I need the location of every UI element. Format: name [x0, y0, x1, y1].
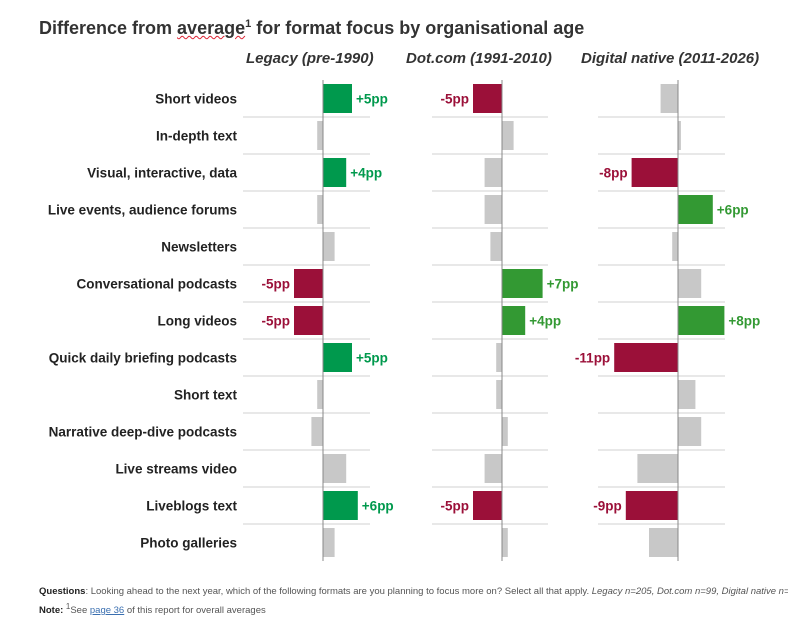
category-label: In-depth text [156, 129, 237, 144]
bar-legacy [317, 121, 323, 150]
footer: Questions: Looking ahead to the next yea… [39, 584, 788, 618]
data-label: +7pp [547, 277, 579, 292]
category-label: Newsletters [161, 240, 237, 255]
data-label: -5pp [262, 314, 291, 329]
data-label: -5pp [441, 92, 470, 107]
bar-legacy [323, 343, 352, 372]
bar-digital-native [678, 121, 681, 150]
bar-dotcom [502, 121, 514, 150]
bar-dotcom [496, 380, 502, 409]
chart-title: Difference from average1 for format focu… [39, 18, 585, 38]
bar-digital-native [678, 195, 713, 224]
bar-legacy [323, 491, 358, 520]
data-label: -8pp [599, 166, 628, 181]
bar-dotcom [502, 528, 508, 557]
bar-digital-native [660, 84, 678, 113]
category-label: Photo galleries [140, 536, 237, 551]
bar-legacy [323, 232, 335, 261]
bar-legacy [323, 454, 347, 483]
bar-dotcom [484, 195, 502, 224]
bar-dotcom [502, 417, 508, 446]
category-label: Narrative deep-dive podcasts [49, 425, 237, 440]
bar-dotcom [502, 306, 526, 335]
data-label: +4pp [529, 314, 561, 329]
bar-digital-native [672, 232, 678, 261]
category-label: Short videos [155, 92, 237, 107]
bar-legacy [323, 84, 352, 113]
bar-dotcom [473, 491, 502, 520]
category-label: Live streams video [115, 462, 237, 477]
bar-dotcom [496, 343, 502, 372]
panel-title-dotcom: Dot.com (1991-2010) [406, 50, 552, 67]
bar-dotcom [484, 454, 502, 483]
category-label: Conversational podcasts [76, 277, 237, 292]
bar-legacy [294, 306, 323, 335]
bar-digital-native [637, 454, 678, 483]
bar-legacy [317, 380, 323, 409]
bar-legacy [323, 158, 347, 187]
bar-dotcom [473, 84, 502, 113]
data-label: +4pp [350, 166, 382, 181]
category-label: Quick daily briefing podcasts [49, 351, 237, 366]
data-label: +5pp [356, 351, 388, 366]
bar-dotcom [502, 269, 543, 298]
bar-dotcom [484, 158, 502, 187]
category-label: Live events, audience forums [48, 203, 237, 218]
data-label: -11pp [575, 351, 610, 366]
page-link[interactable]: page 36 [89, 605, 125, 617]
bar-digital-native [678, 380, 696, 409]
bar-digital-native [625, 491, 678, 520]
bar-digital-native [678, 417, 702, 446]
data-label: +5pp [356, 92, 388, 107]
bar-digital-native [631, 158, 678, 187]
bar-legacy [323, 528, 335, 557]
footer-questions: Questions: Looking ahead to the next yea… [39, 586, 788, 597]
category-label: Liveblogs text [146, 499, 237, 514]
category-label: Long videos [157, 314, 237, 329]
bar-chart: Short videos In-depth text Visual, interac… [48, 80, 760, 561]
bar-digital-native [678, 269, 702, 298]
data-label: -5pp [441, 499, 470, 514]
bar-legacy [294, 269, 323, 298]
data-label: -5pp [262, 277, 291, 292]
category-label: Visual, interactive, data [87, 166, 237, 181]
data-label: +8pp [728, 314, 760, 329]
bar-legacy [317, 195, 323, 224]
panel-title-digital-native: Digital native (2011-2026) [581, 50, 760, 67]
data-label: +6pp [717, 203, 749, 218]
bar-digital-native [614, 343, 678, 372]
bar-legacy [311, 417, 323, 446]
footer-note: Note: 1See page 36 of this report for ov… [39, 602, 266, 617]
panel-title-legacy: Legacy (pre-1990) [246, 50, 374, 67]
bar-digital-native [649, 528, 678, 557]
bar-digital-native [678, 306, 725, 335]
data-label: +6pp [362, 499, 394, 514]
category-label: Short text [174, 388, 238, 403]
data-label: -9pp [593, 499, 622, 514]
bar-dotcom [490, 232, 502, 261]
